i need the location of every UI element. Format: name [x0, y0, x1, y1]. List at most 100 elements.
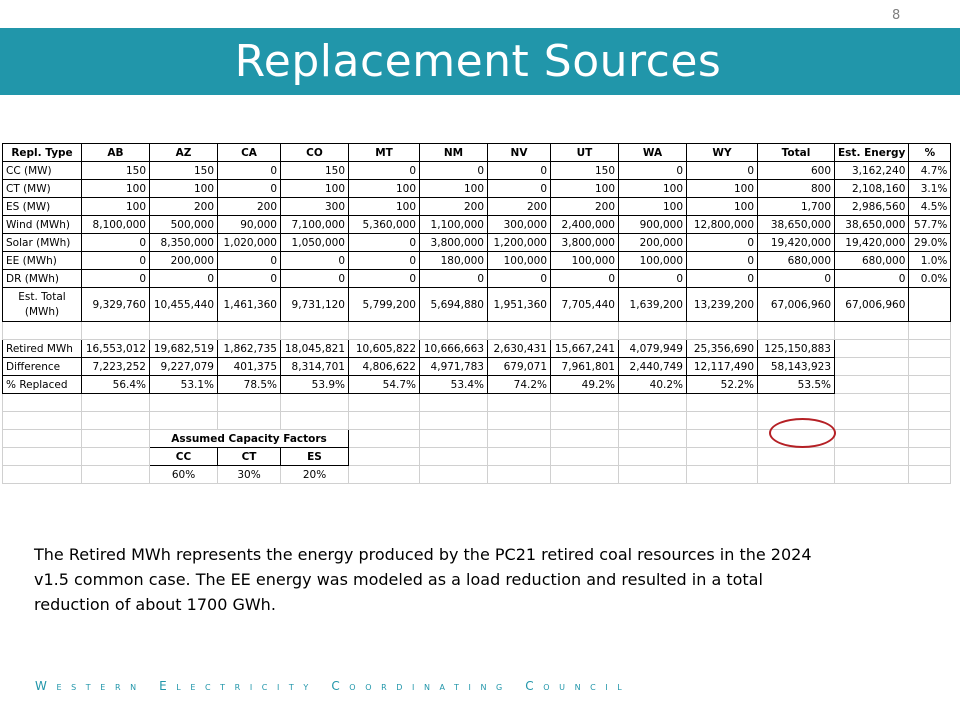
table-cell: 100	[280, 179, 349, 198]
table-cell: 12,117,490	[686, 357, 758, 376]
table-cell: 0.0%	[908, 269, 952, 288]
table-cell: 200	[217, 197, 281, 216]
empty-cell	[550, 393, 619, 412]
empty-cell	[908, 339, 952, 358]
table-row: CC (MW) 150 150 0 150 0 0 0 150 0 0 600 3,162,240 4.7…	[2, 161, 952, 180]
empty-cell	[149, 411, 218, 430]
table-cell: 200	[550, 197, 619, 216]
row-label: EE (MWh)	[2, 251, 82, 270]
highlight-circle	[769, 418, 836, 448]
table-cell: 100	[618, 197, 687, 216]
empty-cell	[81, 447, 150, 466]
table-cell: 0	[217, 179, 281, 198]
row-label: Difference	[2, 357, 82, 376]
empty-cell	[833, 447, 910, 466]
empty-cell	[757, 465, 835, 484]
table-cell: 38,650,000	[833, 215, 910, 234]
table-cell: 0	[348, 161, 420, 180]
empty-cell	[550, 411, 619, 430]
empty-cell	[686, 429, 758, 448]
table-cell: 5,799,200	[348, 287, 420, 322]
table-cell: 0	[686, 269, 758, 288]
table-cell: 67,006,960	[833, 287, 910, 322]
table-row: Solar (MWh) 0 8,350,000 1,020,000 1,050,000 0…	[2, 233, 952, 252]
table-cell: 300	[280, 197, 349, 216]
table-cell: 53.4%	[419, 375, 488, 394]
column-header: WY	[686, 143, 758, 162]
table-cell: 10,455,440	[149, 287, 218, 322]
empty-cell	[618, 411, 687, 430]
empty-cell	[217, 393, 281, 412]
empty-cell	[908, 465, 952, 484]
row-label: Solar (MWh)	[2, 233, 82, 252]
empty-cell	[833, 357, 910, 376]
table-cell: 150	[550, 161, 619, 180]
table-cell: 78.5%	[217, 375, 281, 394]
table-header-row: Repl. Type AB AZ CA CO MT NM NV UT WA WY Total Est. …	[2, 143, 952, 162]
empty-cell	[2, 321, 82, 340]
row-label: DR (MWh)	[2, 269, 82, 288]
table-cell: 7,100,000	[280, 215, 349, 234]
table-cell: 4,806,622	[348, 357, 420, 376]
replacement-sources-table: Repl. Type AB AZ CA CO MT NM NV UT WA WY Total Est. …	[2, 143, 952, 484]
empty-cell	[81, 411, 150, 430]
row-label: Retired MWh	[2, 339, 82, 358]
table-cell: 100,000	[487, 251, 551, 270]
table-cell: 0	[419, 269, 488, 288]
table-cell: 0	[149, 269, 218, 288]
empty-cell	[686, 411, 758, 430]
column-header: %	[908, 143, 952, 162]
summary-row: Difference 7,223,252 9,227,079 401,375 8,314…	[2, 357, 952, 376]
empty-row	[2, 321, 952, 340]
table-cell: 100	[149, 179, 218, 198]
table-cell: 0	[81, 251, 150, 270]
row-label: CC (MW)	[2, 161, 82, 180]
capacity-factors-value-row: 60% 30% 20%	[2, 465, 952, 484]
table-cell: 100	[618, 179, 687, 198]
empty-cell	[757, 321, 835, 340]
table-cell: 0	[618, 161, 687, 180]
table-cell: 1,461,360	[217, 287, 281, 322]
table-cell: 53.9%	[280, 375, 349, 394]
empty-cell	[419, 321, 488, 340]
capacity-factor-value: 30%	[217, 465, 281, 484]
empty-cell	[618, 465, 687, 484]
table-cell: 4,971,783	[419, 357, 488, 376]
table-cell: 100	[348, 179, 420, 198]
table-cell: 0	[487, 179, 551, 198]
empty-cell	[618, 321, 687, 340]
table-cell: 100,000	[618, 251, 687, 270]
table-cell: 3,800,000	[419, 233, 488, 252]
column-header: AZ	[149, 143, 218, 162]
empty-cell	[348, 321, 420, 340]
table-cell: 15,667,241	[550, 339, 619, 358]
table-cell: 40.2%	[618, 375, 687, 394]
column-header: Total	[757, 143, 835, 162]
column-header: NV	[487, 143, 551, 162]
empty-cell	[833, 429, 910, 448]
empty-cell	[2, 465, 82, 484]
table-cell: 0	[757, 269, 835, 288]
table-cell: 100,000	[550, 251, 619, 270]
table-cell: 679,071	[487, 357, 551, 376]
table-cell: 1,862,735	[217, 339, 281, 358]
row-label: % Replaced	[2, 375, 82, 394]
table-cell: 100	[81, 197, 150, 216]
table-cell: 0	[280, 269, 349, 288]
table-row: Wind (MWh) 8,100,000 500,000 90,000 7,100,00…	[2, 215, 952, 234]
empty-cell	[419, 465, 488, 484]
table-cell: 0	[686, 233, 758, 252]
empty-cell	[686, 447, 758, 466]
empty-cell	[487, 429, 551, 448]
table-cell: 8,350,000	[149, 233, 218, 252]
table-cell: 100	[550, 179, 619, 198]
table-cell: 49.2%	[550, 375, 619, 394]
table-cell: 680,000	[833, 251, 910, 270]
total-row: Est. Total (MWh) 9,329,760 10,455,440 1,461…	[2, 287, 952, 322]
table-cell: 680,000	[757, 251, 835, 270]
capacity-factor-value: 20%	[280, 465, 349, 484]
table-cell: 8,100,000	[81, 215, 150, 234]
table-cell: 800	[757, 179, 835, 198]
empty-cell	[908, 393, 952, 412]
table-cell: 10,666,663	[419, 339, 488, 358]
